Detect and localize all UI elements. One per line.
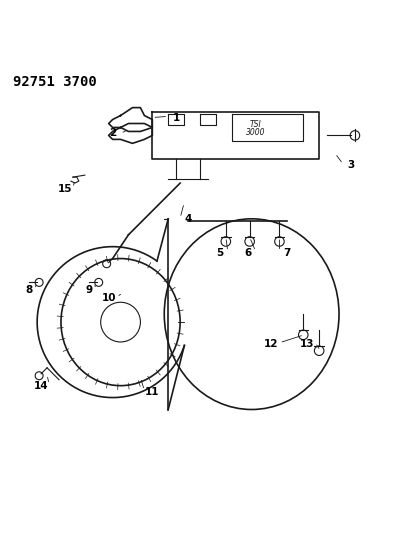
Text: 9: 9 — [85, 285, 92, 295]
Text: 10: 10 — [101, 293, 116, 303]
Text: 15: 15 — [58, 184, 72, 194]
Text: 2: 2 — [109, 128, 116, 139]
Text: 6: 6 — [244, 248, 251, 257]
Text: 4: 4 — [184, 214, 192, 224]
Text: 3: 3 — [347, 160, 354, 170]
Text: 8: 8 — [26, 285, 33, 295]
Text: 5: 5 — [216, 248, 224, 257]
Text: 11: 11 — [145, 386, 160, 397]
Text: 13: 13 — [300, 339, 314, 349]
Text: 14: 14 — [34, 381, 48, 391]
Text: TSI: TSI — [250, 120, 262, 130]
Text: 1: 1 — [172, 112, 180, 123]
Text: 3000: 3000 — [246, 128, 265, 138]
Text: 92751 3700: 92751 3700 — [13, 75, 97, 89]
Text: 7: 7 — [284, 248, 291, 257]
Text: 12: 12 — [264, 339, 279, 349]
